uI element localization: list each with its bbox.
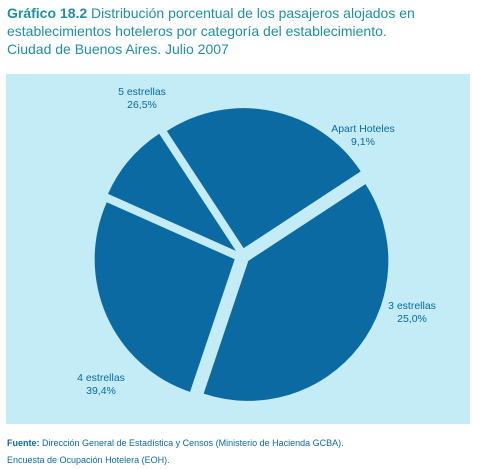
figure-number: Gráfico 18.2 — [7, 5, 88, 21]
pie-chart — [94, 108, 389, 401]
source-label: Fuente: — [7, 438, 40, 448]
slice-apart-hoteles — [108, 133, 236, 251]
source-text: Dirección General de Estadística y Censo… — [42, 438, 344, 448]
slice-value: 26,5% — [127, 99, 157, 111]
slice-category: 4 estrellas — [77, 372, 125, 384]
title-line-1: Gráfico 18.2 Distribución porcentual de … — [7, 4, 477, 22]
title-line-3: Ciudad de Buenos Aires. Julio 2007 — [7, 41, 229, 57]
chart-panel: Apart Hoteles 9,1% 3 estrellas 25,0% 4 e… — [6, 74, 470, 424]
slice-4-estrellas — [203, 184, 389, 401]
slice-value: 25,0% — [397, 313, 427, 325]
slice-label-5-estrellas: 5 estrellas 26,5% — [118, 86, 166, 112]
source-line-2: Encuesta de Ocupación Hotelera (EOH). — [7, 455, 170, 465]
slice-3-estrellas — [166, 108, 361, 249]
slice-value: 9,1% — [351, 136, 375, 148]
slice-category: Apart Hoteles — [331, 123, 395, 135]
slice-label-4-estrellas: 4 estrellas 39,4% — [77, 372, 125, 398]
source-line-1: Fuente: Dirección General de Estadística… — [7, 435, 477, 452]
title-text-1: Distribución porcentual de los pasajeros… — [91, 5, 415, 21]
slice-value: 39,4% — [86, 385, 116, 397]
slice-label-3-estrellas: 3 estrellas 25,0% — [388, 300, 436, 326]
slice-category: 5 estrellas — [118, 86, 166, 98]
slice-5-estrellas — [94, 202, 235, 392]
slice-label-apart-hoteles: Apart Hoteles 9,1% — [331, 123, 395, 149]
chart-title: Gráfico 18.2 Distribución porcentual de … — [7, 4, 477, 58]
title-line-2: establecimientos hoteleros por categoría… — [7, 23, 387, 39]
slice-category: 3 estrellas — [388, 300, 436, 312]
source-note: Fuente: Dirección General de Estadística… — [7, 435, 477, 469]
